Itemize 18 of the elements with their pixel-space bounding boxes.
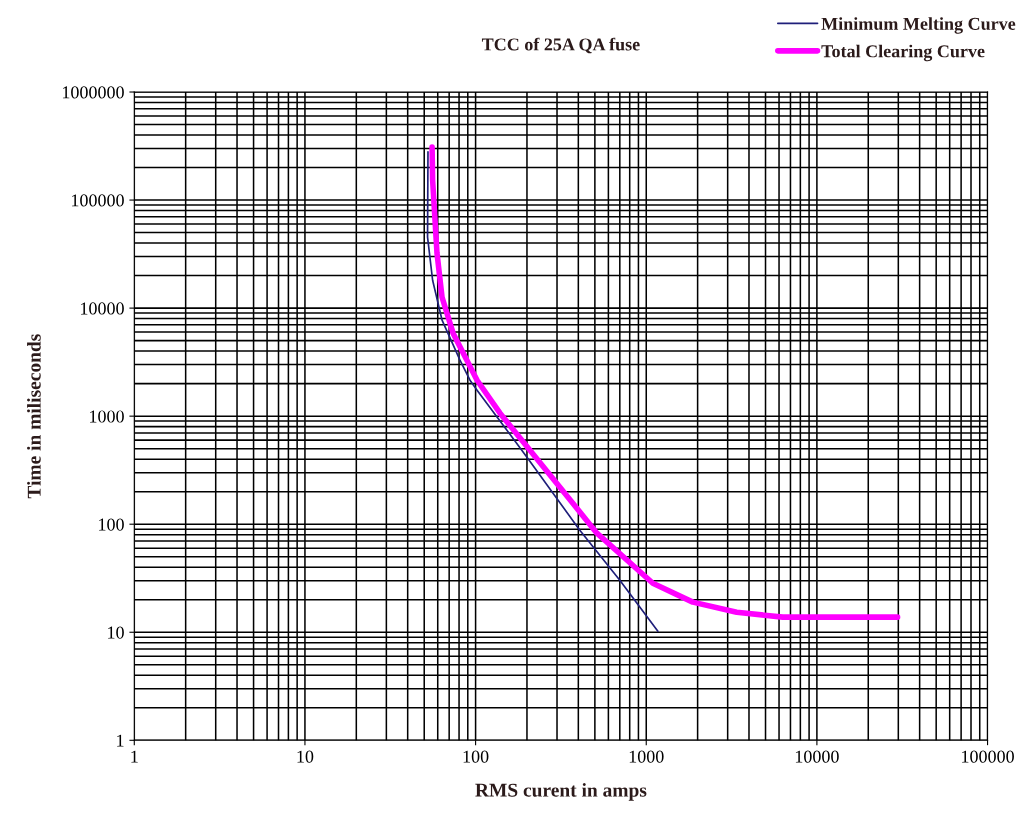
- y-tick-label: 100000: [71, 194, 124, 207]
- y-tick-label: 1: [117, 734, 124, 747]
- chart-title: TCC of 25A QA fuse: [481, 37, 640, 54]
- y-tick-label: 100: [99, 518, 124, 531]
- legend-label: Total Clearing Curve: [821, 44, 985, 62]
- x-tick-label: 100000: [962, 750, 1014, 763]
- x-tick-label: 1000: [629, 750, 664, 763]
- y-tick-label: 10000: [81, 302, 124, 315]
- y-axis-title: Time in miliseconds: [27, 334, 41, 499]
- y-tick-label: 10: [108, 626, 124, 639]
- x-tick-label: 10: [297, 750, 314, 763]
- x-tick-label: 1: [131, 750, 138, 763]
- y-tick-label: 1000000: [62, 86, 124, 99]
- y-tick-label: 1000: [90, 410, 124, 423]
- x-tick-label: 10000: [795, 750, 839, 763]
- x-tick-label: 100: [463, 750, 489, 763]
- x-axis-title: RMS curent in amps: [475, 783, 647, 801]
- legend-label: Minimum Melting Curve: [821, 17, 1016, 34]
